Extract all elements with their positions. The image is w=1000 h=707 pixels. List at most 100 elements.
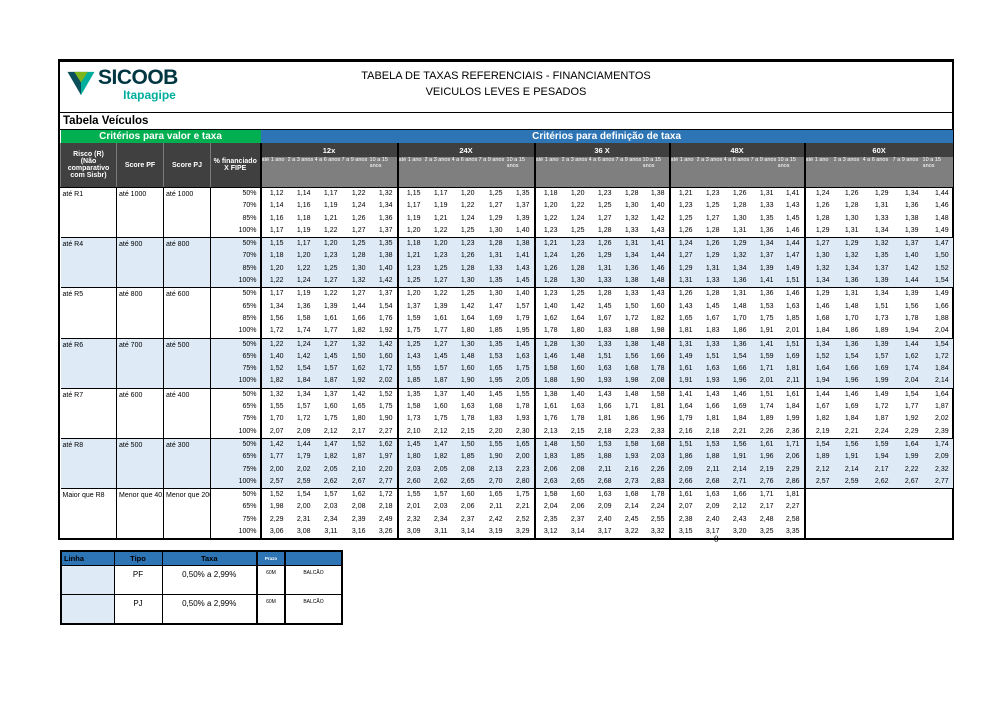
rate-cell: 1,92 [341, 375, 370, 389]
vehicle-age-header: 10 a 15 anos [369, 157, 398, 188]
rate-cell: 1,38 [904, 214, 919, 222]
rate-cell: 2,18 [705, 427, 720, 435]
rate-cell: 1,42 [259, 437, 288, 452]
linha-cell [60, 594, 115, 625]
rate-cell: 2,62 [424, 475, 452, 489]
rate-cell: 1,24 [803, 187, 834, 201]
rate-row: até R8 até 500 até 300 50% 1,42 1,44 1,47 1,52 1… [60, 437, 953, 489]
vehicle-age-header: 4 a 6 anos [314, 157, 342, 188]
rate-cell: 1,63 [785, 302, 800, 310]
rate-cell: 1,31 [732, 226, 747, 234]
fipe-pct-cell: 100% [209, 526, 261, 539]
rate-cell: 1,39 [433, 302, 448, 310]
rate-cell: 1,23 [424, 250, 452, 263]
rate-cell: 1,14 [287, 187, 315, 201]
rate-cell: 1,46 [642, 262, 670, 276]
rate-cell: 1,34 [723, 262, 751, 276]
rate-cell: 1,23 [396, 262, 425, 276]
rate-cell: 2,63 [533, 475, 562, 489]
rate-cell: 1,46 [777, 287, 805, 301]
rate-cell: 1,45 [314, 350, 342, 364]
fipe-pct-cell: 50% [209, 337, 261, 351]
rate-cell: 2,76 [750, 475, 778, 489]
risk-label-cell: até R6 [60, 337, 117, 389]
rate-cell: 1,43 [506, 262, 535, 276]
rate-cell: 2,03 [433, 503, 448, 511]
rate-cell: 1,61 [533, 401, 562, 414]
rate-cell: 2,23 [506, 463, 535, 476]
rate-cell: 1,55 [259, 401, 288, 414]
rate-cell: 1,64 [570, 314, 585, 322]
rate-cell: 2,06 [777, 451, 805, 464]
rate-cell: 1,36 [723, 337, 751, 351]
rate-cell: 1,99 [785, 415, 800, 423]
rate-cell: 1,60 [561, 488, 589, 502]
rate-cell: 1,53 [759, 302, 774, 310]
rate-cell: 1,25 [705, 202, 720, 210]
rate-cell: 1,45 [478, 387, 507, 402]
rate-cell: 2,52 [515, 515, 530, 523]
rate-cell: 1,58 [396, 401, 425, 414]
rate-cell: 1,46 [833, 387, 863, 402]
rate-cell: 1,29 [833, 237, 863, 251]
rate-cell: 2,06 [570, 503, 585, 511]
rate-cell: 2,59 [833, 475, 863, 489]
vehicle-age-header: 2 a 3 anos [424, 157, 452, 188]
rate-cell: 1,21 [396, 250, 425, 263]
rate-cell: 1,84 [785, 403, 800, 411]
rate-cell: 1,46 [533, 350, 562, 364]
rate-cell: 1,31 [668, 275, 697, 288]
rate-cell: 1,32 [369, 187, 398, 201]
rate-cell: 1,34 [750, 237, 778, 251]
rate-cell: 1,35 [478, 337, 507, 351]
rate-cell: 3,20 [732, 528, 747, 536]
fipe-pct-cell: 50% [209, 287, 261, 301]
rate-cell: 2,15 [570, 427, 585, 435]
rate-cell: 1,54 [287, 488, 315, 502]
rate-cell: 1,40 [561, 387, 589, 402]
rate-cell: 1,39 [323, 302, 338, 310]
rate-cell: 2,43 [732, 515, 747, 523]
brand-header: SICOOB Itapagipe TABELA DE TAXAS REFEREN… [60, 62, 952, 113]
rate-cell: 1,37 [862, 262, 893, 276]
rate-cell: 2,12 [803, 463, 834, 476]
rate-cell: 2,33 [650, 427, 665, 435]
rate-cell: 1,52 [259, 363, 288, 376]
rate-cell: 1,24 [570, 214, 585, 222]
rate-cell: 1,28 [597, 226, 612, 234]
rate-cell: 1,70 [844, 314, 859, 322]
rate-cell: 1,82 [424, 451, 452, 464]
rate-cell: 2,14 [723, 463, 751, 476]
rate-cell: 2,40 [597, 515, 612, 523]
rate-cell: 2,62 [314, 475, 342, 489]
rate-cell: 2,02 [369, 375, 398, 389]
rate-cell: 2,32 [396, 513, 425, 527]
rate-cell: 1,62 [341, 363, 370, 376]
rate-cell: 1,79 [287, 451, 315, 464]
rate-cell: 1,64 [892, 437, 923, 452]
rate-cell: 1,31 [588, 262, 616, 276]
rate-cell: 2,20 [488, 427, 503, 435]
rate-cell: 1,20 [533, 200, 562, 213]
rate-cell: 2,03 [396, 463, 425, 476]
rate-cell: 1,51 [588, 350, 616, 364]
rate-cell: 1,32 [723, 250, 751, 263]
rate-cell: 1,63 [506, 350, 535, 364]
rate-cell: 1,28 [732, 202, 747, 210]
rate-cell: 1,54 [833, 350, 863, 364]
rate-cell: 2,00 [506, 451, 535, 464]
rate-cell: 1,28 [478, 237, 507, 251]
summary-row-pj: PJ 0,50% a 2,99% 60M BALCÃO [60, 594, 343, 625]
rate-cell: 1,23 [533, 224, 562, 238]
rate-cell: 1,22 [259, 337, 288, 351]
rate-cell: 1,39 [750, 262, 778, 276]
rate-cell: 1,66 [935, 302, 949, 310]
rate-cell: 1,54 [922, 275, 953, 288]
rate-cell: 1,36 [615, 262, 643, 276]
rate-cell: 1,30 [561, 337, 589, 351]
rate-cell: 2,12 [323, 427, 338, 435]
rate-cell: 2,11 [588, 463, 616, 476]
rate-cell: 1,22 [341, 187, 370, 201]
rate-cell: 2,59 [287, 475, 315, 489]
fipe-pct-cell: 75% [209, 413, 261, 426]
